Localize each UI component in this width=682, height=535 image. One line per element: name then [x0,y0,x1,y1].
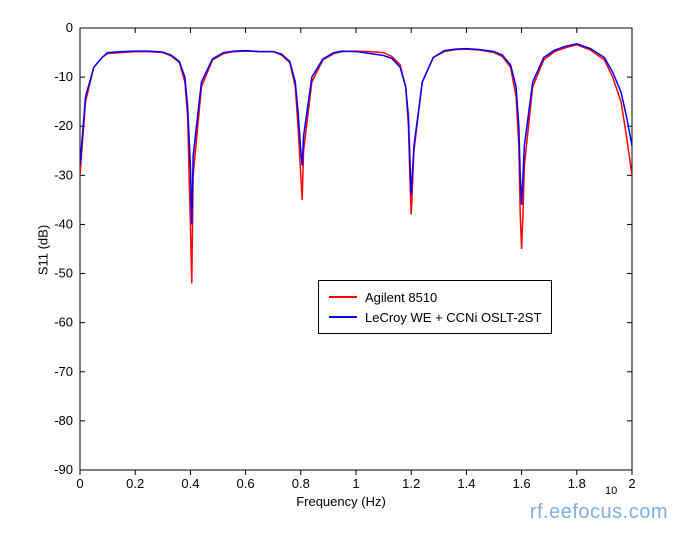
y-tick-label: -10 [54,69,73,84]
chart-container: 0 0.2 0.4 0.6 0.8 1 1.2 1.4 1.6 1.8 2 0 -10 -20 -30 -40… [0,0,682,530]
y-tick-label: -30 [54,167,73,182]
legend: Agilent 8510 LeCroy WE + CCNi OSLT-2ST [318,280,552,334]
x-tick-label: 1 [352,476,359,491]
plot-area [80,28,632,470]
x-exponent-base: 10 [605,485,617,497]
x-tick-label: 0.2 [126,476,144,491]
legend-label: LeCroy WE + CCNi OSLT-2ST [365,310,541,325]
legend-row: Agilent 8510 [329,287,541,307]
x-tick-label: 0.6 [237,476,255,491]
watermark: rf.eefocus.com [530,501,668,524]
x-tick-label: 1.4 [457,476,475,491]
x-tick-label: 0 [76,476,83,491]
x-tick-label: 2 [628,476,635,491]
y-tick-label: -80 [54,413,73,428]
chart-svg: 0 0.2 0.4 0.6 0.8 1 1.2 1.4 1.6 1.8 2 0 -10 -20 -30 -40… [0,0,682,530]
x-tick-label: 1.6 [513,476,531,491]
legend-row: LeCroy WE + CCNi OSLT-2ST [329,307,541,327]
x-tick-label: 0.4 [181,476,199,491]
y-tick-label: 0 [66,20,73,35]
x-tick-label: 1.8 [568,476,586,491]
x-tick-label: 1.2 [402,476,420,491]
y-axis-label: S11 (dB) [36,225,51,275]
legend-swatch [329,296,357,298]
x-exponent-label: 10 [605,485,617,497]
y-tick-label: -60 [54,315,73,330]
y-tick-label: -90 [54,462,73,477]
legend-label: Agilent 8510 [365,290,437,305]
y-tick-label: -40 [54,216,73,231]
legend-swatch [329,316,357,318]
y-tick-label: -50 [54,266,73,281]
x-tick-label: 0.8 [292,476,310,491]
y-tick-label: -20 [54,118,73,133]
y-tick-label: -70 [54,364,73,379]
